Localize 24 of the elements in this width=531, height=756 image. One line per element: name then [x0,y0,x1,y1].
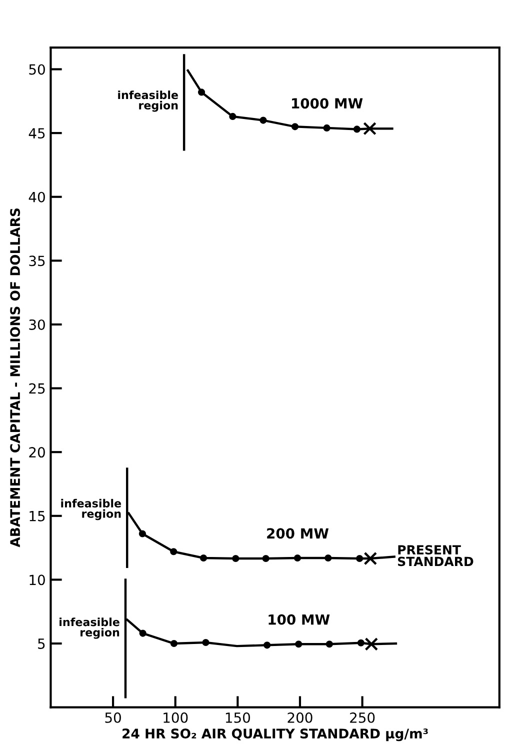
y-axis-title: ABATEMENT CAPITAL - MILLIONS OF DOLLARS [10,208,20,548]
y-tick-label: 30 [29,319,45,330]
y-tick-label: 35 [29,256,45,266]
y-tick-label: 45 [28,128,45,139]
y-tick-label: 5 [38,638,45,649]
series-label: 1000 MW [292,98,363,109]
y-tick-label: 15 [30,511,45,522]
x-tick-label: 50 [105,712,121,723]
series-label: 100 MW [268,614,330,625]
x-tick-label: 250 [350,712,375,723]
y-tick-label: 40 [28,192,45,202]
series-label: 200 MW [267,528,329,539]
x-tick-label: 150 [226,712,250,723]
y-tick-label: 25 [29,383,45,394]
annotation: PRESENT STANDARD [398,545,474,566]
y-tick-label: 50 [29,64,45,75]
annotation: infeasible region [61,498,122,520]
x-tick-label: 100 [164,712,188,723]
annotation: infeasible region [118,90,178,112]
y-tick-label: 10 [30,574,45,586]
annotation: infeasible region [60,618,120,639]
x-axis-title: 24 HR SO₂ AIR QUALITY STANDARD µg/m³ [122,728,428,742]
x-tick-label: 200 [288,712,312,723]
y-tick-label: 20 [29,447,45,458]
